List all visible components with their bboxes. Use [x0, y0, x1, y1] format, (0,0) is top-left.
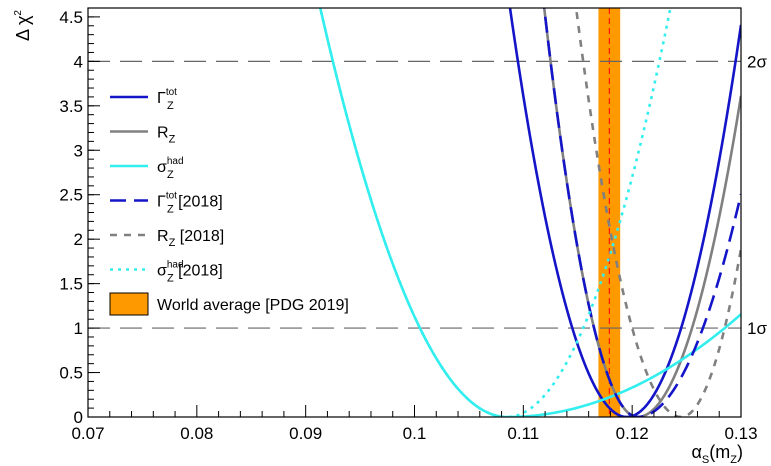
reference-label-1: 2σ — [747, 52, 767, 71]
x-tick-label: 0.12 — [616, 424, 649, 443]
legend-label-5: RZ [2018] — [157, 228, 224, 249]
x-tick-label: 0.13 — [724, 424, 757, 443]
legend-label-6: σhad Z [2018] — [157, 260, 223, 285]
legend-swatch-band — [109, 292, 149, 316]
y-tick-label: 0 — [74, 408, 83, 427]
reference-label-2: 1σ — [747, 319, 767, 338]
x-tick-label: 0.09 — [289, 424, 322, 443]
x-axis-title: αS(mZ) — [692, 442, 743, 466]
y-tick-label: 4 — [74, 52, 83, 71]
legend-label-3: σhad Z — [157, 156, 184, 181]
plot-area — [88, 8, 741, 417]
legend-label-2: RZ — [157, 125, 176, 146]
legend-label-4: Γtot Z [2018] — [157, 191, 223, 216]
y-tick-label: 3.5 — [59, 97, 83, 116]
x-tick-label: 0.1 — [403, 424, 427, 443]
legend: Γtot Z RZ σhad Z Γtot Z [2018] RZ [2018] σhad Z [… — [109, 87, 349, 316]
band-layer — [598, 8, 621, 417]
y-tick-label: 1.5 — [59, 275, 83, 294]
y-tick-label: 3 — [74, 141, 83, 160]
y-tick-label: 1 — [74, 319, 83, 338]
y-axis-title: Δ χ2 — [13, 10, 33, 41]
y-tick-label: 4.5 — [59, 8, 83, 27]
axis-ticks: 0.07 0.08 0.09 0.1 0.11 0.12 0.13 0 0.5 1 1.5 2 2.5 3… — [59, 7, 758, 443]
x-tick-label: 0.08 — [180, 424, 213, 443]
legend-label-band: World average [PDG 2019] — [157, 297, 349, 314]
y-tick-label: 2.5 — [59, 186, 83, 205]
x-tick-label: 0.11 — [507, 424, 539, 443]
curve-series-3 — [318, 8, 741, 417]
legend-label-1: Γtot Z — [157, 87, 177, 112]
x-tick-label: 0.07 — [71, 424, 104, 443]
y-tick-label: 2 — [74, 230, 83, 249]
y-tick-label: 0.5 — [59, 364, 83, 383]
reference-lines: 2σ 1σ — [88, 52, 767, 338]
